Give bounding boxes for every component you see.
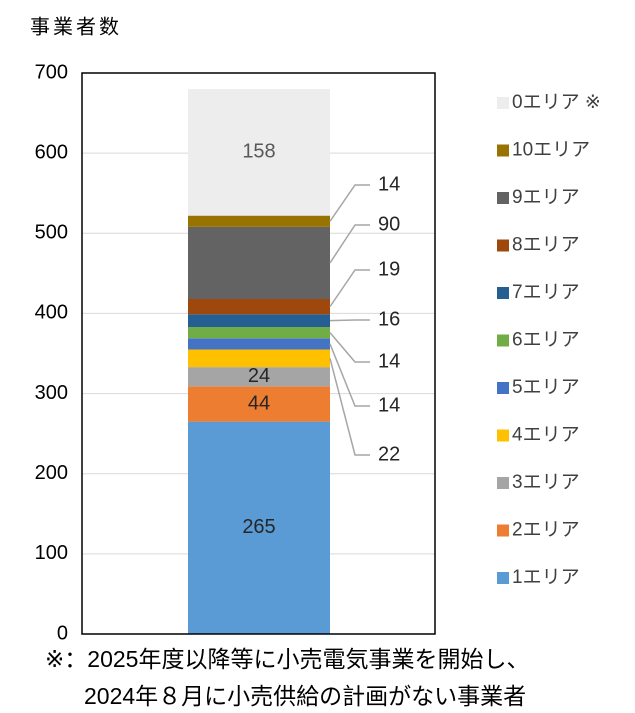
- bar-segment: [188, 367, 330, 387]
- data-label: 22: [378, 443, 400, 465]
- y-tick-label: 400: [35, 302, 68, 324]
- leader-line: [329, 343, 370, 407]
- legend-swatch: [497, 524, 509, 537]
- leader-line: [329, 319, 370, 322]
- legend-swatch: [497, 144, 509, 157]
- legend-label: 1エリア: [512, 567, 580, 588]
- legend-label: 3エリア: [512, 472, 580, 493]
- legend-swatch: [497, 382, 509, 394]
- leader-line: [329, 184, 370, 222]
- legend-swatch: [497, 97, 509, 109]
- bar-segment: [188, 314, 330, 328]
- data-label: 14: [378, 394, 400, 416]
- legend-swatch: [497, 239, 509, 252]
- bar-segment: [188, 421, 330, 634]
- legend-label: 0エリア ※: [512, 92, 601, 113]
- bar-segment: [188, 299, 330, 315]
- legend-swatch: [497, 572, 509, 584]
- y-tick-label: 0: [57, 622, 68, 644]
- bar-segment: [188, 386, 330, 422]
- y-tick-label: 100: [35, 542, 68, 564]
- legend-label: 10エリア: [512, 140, 590, 161]
- leader-line: [329, 269, 370, 308]
- legend-swatch: [497, 429, 509, 442]
- legend-label: 6エリア: [512, 330, 580, 351]
- data-label: 24: [248, 365, 270, 387]
- bar-segment: [188, 327, 330, 339]
- data-label: 16: [378, 308, 400, 330]
- legend-swatch: [497, 477, 509, 489]
- data-label: 90: [378, 213, 400, 235]
- bar-segment: [188, 338, 330, 350]
- data-label: 19: [378, 258, 400, 280]
- leader-line: [329, 332, 370, 363]
- y-tick-label: 700: [35, 61, 68, 83]
- legend-swatch: [497, 287, 509, 299]
- leader-line: [329, 224, 370, 264]
- y-tick-label: 500: [35, 222, 68, 244]
- legend-swatch: [497, 192, 509, 204]
- y-tick-label: 300: [35, 382, 68, 404]
- footnote: 2024年８月に小売供給の計画がない事業者: [84, 683, 526, 709]
- legend-label: 2エリア: [512, 520, 580, 541]
- plot-border: [81, 72, 436, 635]
- legend-label: 5エリア: [512, 377, 580, 398]
- y-axis-label: 事業者数: [30, 15, 122, 38]
- bar-segment: [188, 226, 330, 300]
- legend-label: 7エリア: [512, 282, 580, 303]
- data-label: 44: [248, 392, 270, 414]
- legend-swatch: [497, 334, 509, 347]
- legend-label: 8エリア: [512, 235, 580, 256]
- leader-line: [329, 358, 370, 456]
- footnote: ※：2025年度以降等に小売電気事業を開始し、: [45, 646, 529, 672]
- bar-segment: [188, 349, 330, 368]
- legend-label: 4エリア: [512, 425, 580, 446]
- data-label: 265: [242, 516, 275, 538]
- data-label: 158: [242, 141, 275, 163]
- bar-segment: [188, 215, 330, 227]
- y-tick-label: 600: [35, 141, 68, 163]
- y-tick-label: 200: [35, 462, 68, 484]
- data-label: 14: [378, 350, 400, 372]
- data-label: 14: [378, 173, 400, 195]
- bar-segment: [188, 89, 330, 216]
- legend-label: 9エリア: [512, 187, 580, 208]
